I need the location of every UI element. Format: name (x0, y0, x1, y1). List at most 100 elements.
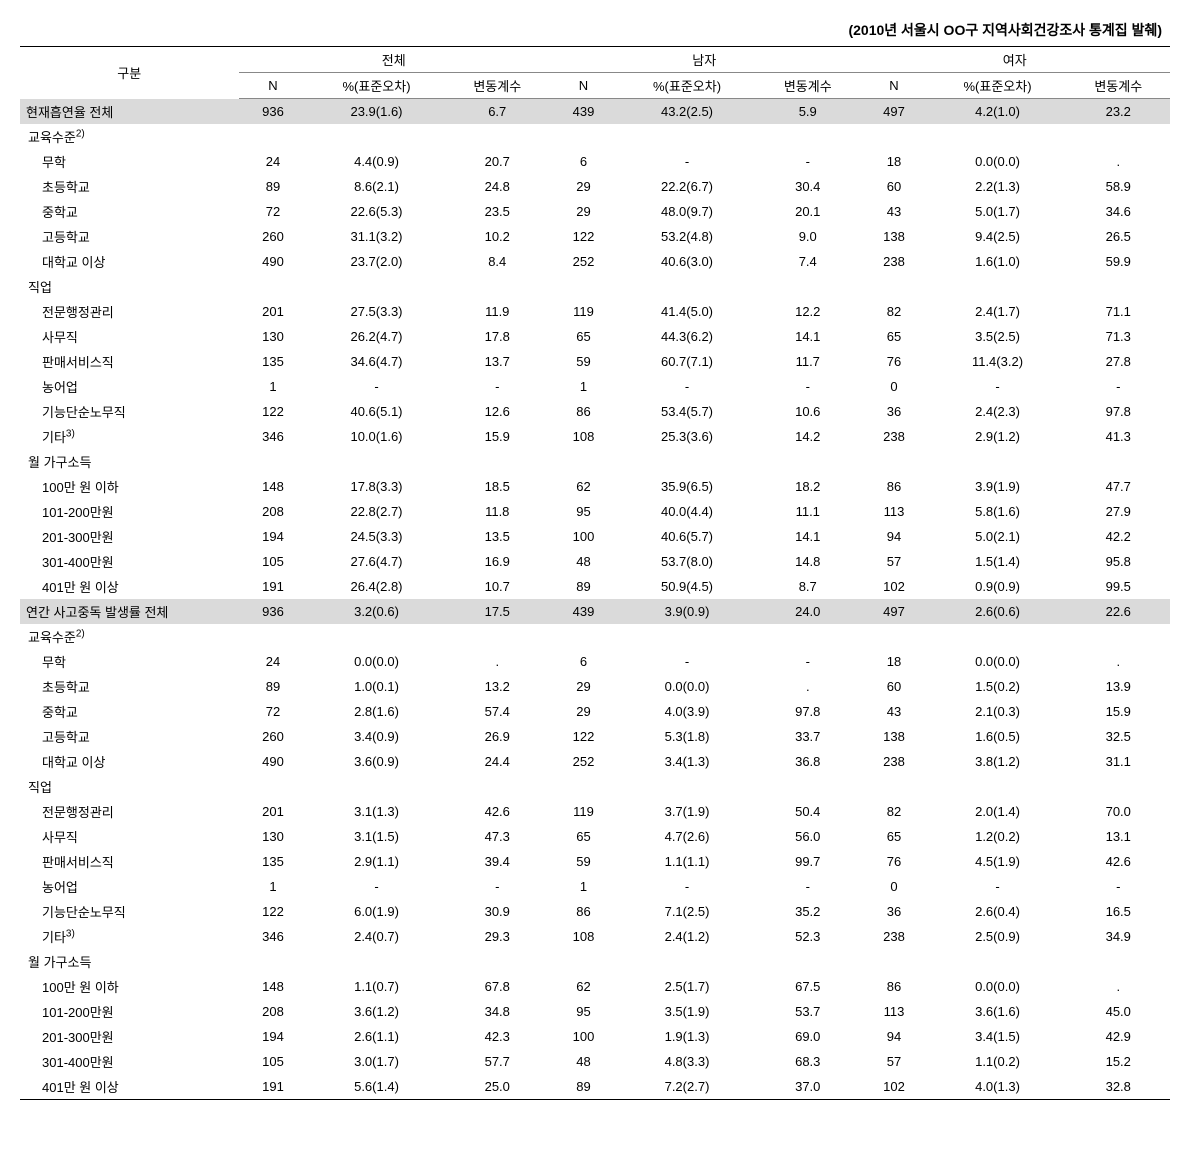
cell-value: 191 (239, 574, 308, 599)
cell-value: 0 (860, 374, 929, 399)
cell-value: 12.6 (446, 399, 550, 424)
cell-value: 29 (549, 174, 618, 199)
row-label: 101-200만원 (20, 999, 239, 1024)
section-title: 현재흡연율 전체 (20, 99, 239, 124)
cell-value: 15.9 (1067, 699, 1171, 724)
cell-value: 4.2(1.0) (929, 99, 1067, 124)
cell-value: 1.9(1.3) (618, 1024, 756, 1049)
row-label: 301-400만원 (20, 1049, 239, 1074)
cell-value: 194 (239, 1024, 308, 1049)
row-label: 초등학교 (20, 174, 239, 199)
cell-value: - (756, 874, 860, 899)
cell-value: 68.3 (756, 1049, 860, 1074)
header-col: N (549, 73, 618, 99)
cell-value: 42.2 (1067, 524, 1171, 549)
cell-value: 89 (239, 674, 308, 699)
cell-value: 12.2 (756, 299, 860, 324)
cell-value: 9.4(2.5) (929, 224, 1067, 249)
row-label: 사무직 (20, 324, 239, 349)
cell-value: 0.0(0.0) (308, 649, 446, 674)
section-title: 연간 사고중독 발생률 전체 (20, 599, 239, 624)
header-group: 전체 (239, 47, 550, 73)
cell-value: 9.0 (756, 224, 860, 249)
cell-value: 119 (549, 799, 618, 824)
cell-value: - (1067, 374, 1171, 399)
cell-value: 6.0(1.9) (308, 899, 446, 924)
cell-value: 1 (549, 874, 618, 899)
cell-value: 99.7 (756, 849, 860, 874)
superscript: 3) (66, 428, 75, 439)
cell-value: 36 (860, 899, 929, 924)
row-label: 대학교 이상 (20, 749, 239, 774)
cell-value: 100 (549, 524, 618, 549)
cell-value: 113 (860, 999, 929, 1024)
row-label: 301-400만원 (20, 549, 239, 574)
cell-value: 17.5 (446, 599, 550, 624)
row-label: 전문행정관리 (20, 299, 239, 324)
cell-value: 2.0(1.4) (929, 799, 1067, 824)
cell-value: 23.5 (446, 199, 550, 224)
row-label: 201-300만원 (20, 1024, 239, 1049)
cell-value: 39.4 (446, 849, 550, 874)
cell-value: 1.6(0.5) (929, 724, 1067, 749)
cell-value: 238 (860, 924, 929, 949)
cell-value: 13.7 (446, 349, 550, 374)
cell-value: 135 (239, 349, 308, 374)
cell-value: 252 (549, 749, 618, 774)
cell-value: 95.8 (1067, 549, 1171, 574)
cell-value: 22.2(6.7) (618, 174, 756, 199)
cell-value: 1 (549, 374, 618, 399)
cell-value: 89 (549, 574, 618, 599)
cell-value: 30.4 (756, 174, 860, 199)
row-label: 무학 (20, 149, 239, 174)
cell-value: 238 (860, 249, 929, 274)
cell-value: 34.9 (1067, 924, 1171, 949)
cell-value: 14.8 (756, 549, 860, 574)
cell-value: 40.6(3.0) (618, 249, 756, 274)
cell-value: 57.7 (446, 1049, 550, 1074)
cell-value: 2.9(1.2) (929, 424, 1067, 449)
cell-value: 7.2(2.7) (618, 1074, 756, 1100)
cell-value: 138 (860, 224, 929, 249)
cell-value: 24.4 (446, 749, 550, 774)
cell-value: 29 (549, 674, 618, 699)
cell-value: 53.2(4.8) (618, 224, 756, 249)
cell-value: 439 (549, 99, 618, 124)
cell-value: 65 (860, 824, 929, 849)
cell-value: 14.2 (756, 424, 860, 449)
cell-value: 1.2(0.2) (929, 824, 1067, 849)
cell-value: 20.1 (756, 199, 860, 224)
cell-value: 1 (239, 374, 308, 399)
cell-value: 100 (549, 1024, 618, 1049)
cell-value: 130 (239, 824, 308, 849)
cell-value: 22.8(2.7) (308, 499, 446, 524)
cell-value: 2.6(0.4) (929, 899, 1067, 924)
cell-value: 936 (239, 99, 308, 124)
cell-value: 59.9 (1067, 249, 1171, 274)
cell-value: 20.7 (446, 149, 550, 174)
cell-value: 53.4(5.7) (618, 399, 756, 424)
cell-value: 32.8 (1067, 1074, 1171, 1100)
cell-value: 260 (239, 724, 308, 749)
cell-value: 25.3(3.6) (618, 424, 756, 449)
header-col: %(표준오차) (618, 73, 756, 99)
cell-value: 0.0(0.0) (929, 649, 1067, 674)
row-label: 201-300만원 (20, 524, 239, 549)
cell-value: 67.5 (756, 974, 860, 999)
cell-value: 148 (239, 974, 308, 999)
row-label: 고등학교 (20, 724, 239, 749)
cell-value: 16.5 (1067, 899, 1171, 924)
cell-value: 5.8(1.6) (929, 499, 1067, 524)
cell-value: 71.1 (1067, 299, 1171, 324)
cell-value: 8.4 (446, 249, 550, 274)
row-label: 기능단순노무직 (20, 399, 239, 424)
cell-value: 8.7 (756, 574, 860, 599)
cell-value: 24 (239, 649, 308, 674)
cell-value: 22.6(5.3) (308, 199, 446, 224)
cell-value: - (308, 374, 446, 399)
cell-value: 86 (549, 899, 618, 924)
cell-value: 40.6(5.1) (308, 399, 446, 424)
cell-value: 3.4(1.3) (618, 749, 756, 774)
cell-value: 41.4(5.0) (618, 299, 756, 324)
cell-value: - (1067, 874, 1171, 899)
